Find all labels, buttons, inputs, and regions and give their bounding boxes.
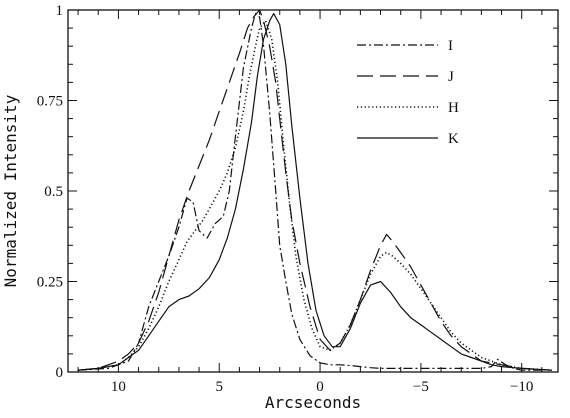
y-tick-label: 0 — [56, 365, 64, 381]
series-line-k — [78, 13, 553, 371]
legend-label-h: H — [448, 100, 459, 116]
x-tick-label: 5 — [215, 379, 223, 395]
x-axis-title: Arcseconds — [265, 393, 361, 412]
legend-label-k: K — [448, 131, 459, 147]
axis-ticks — [68, 9, 558, 373]
x-tick-label: −5 — [413, 379, 429, 395]
y-tick-label: 0.75 — [37, 94, 63, 110]
x-tick-label: 10 — [111, 379, 126, 395]
y-tick-label: 0.25 — [37, 275, 63, 291]
legend-label-j: J — [448, 69, 454, 85]
x-tick-labels: 10 5 0 −5 −10 — [111, 379, 534, 395]
y-tick-labels: 0 0.25 0.5 0.75 1 — [37, 3, 63, 381]
series-line-j — [78, 9, 553, 371]
y-tick-label: 1 — [56, 3, 64, 19]
series-lines — [78, 9, 553, 371]
x-tick-label: 0 — [316, 379, 324, 395]
series-line-h — [78, 20, 553, 371]
legend-label-i: I — [448, 38, 453, 54]
y-tick-label: 0.5 — [44, 184, 63, 200]
series-line-i — [78, 13, 542, 371]
x-tick-label: −10 — [510, 379, 533, 395]
y-axis-title: Normalized Intensity — [1, 94, 20, 287]
